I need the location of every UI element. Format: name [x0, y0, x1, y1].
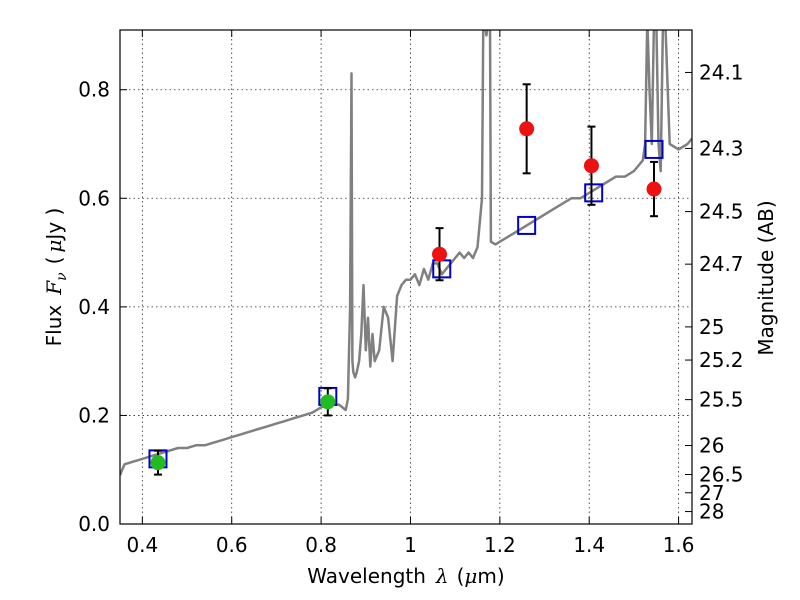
plot-area — [120, 30, 692, 476]
y2-tick-label: 25 — [699, 315, 724, 339]
y-tick-label: 0.0 — [78, 512, 110, 536]
x-tick-label: 0.6 — [216, 533, 248, 557]
y-tick-label: 0.8 — [78, 78, 110, 102]
x-tick-label: 0.4 — [126, 533, 158, 557]
y-axis-ticks: 0.0 0.2 0.4 0.6 0.8 — [78, 78, 127, 536]
model-point — [644, 139, 664, 159]
y2-tick-label: 24.7 — [699, 252, 744, 276]
y-tick-label: 0.2 — [78, 403, 110, 427]
y2-tick-label: 27 — [699, 481, 724, 505]
y-tick-label: 0.6 — [78, 186, 110, 210]
y2-tick-label: 26.5 — [699, 462, 744, 486]
x-tick-label: 1 — [404, 533, 417, 557]
y2-axis-label: Magnitude (AB) — [754, 200, 778, 355]
x-tick-label: 1.4 — [573, 533, 605, 557]
y-axis-label: FluxFν(μJy ) — [42, 208, 70, 347]
plot-frame — [119, 29, 693, 525]
x-tick-label: 1.2 — [484, 533, 516, 557]
observed-point — [583, 158, 599, 174]
observed-point — [519, 121, 535, 137]
y2-tick-label: 25.5 — [699, 388, 744, 412]
model-point — [517, 215, 537, 235]
x-tick-label: 1.6 — [663, 533, 695, 557]
x-axis-ticks: 0.4 0.6 0.8 1 1.2 1.4 1.6 — [126, 30, 695, 557]
model-point — [584, 183, 604, 203]
y2-tick-label: 24.3 — [699, 136, 744, 160]
y2-tick-label: 28 — [699, 500, 724, 524]
y-tick-label: 0.4 — [78, 295, 110, 319]
observed-point — [150, 455, 166, 471]
y2-tick-label: 24.5 — [699, 200, 744, 224]
y2-tick-label: 24.1 — [699, 60, 744, 84]
observed-point — [320, 394, 336, 410]
y2-tick-label: 26 — [699, 434, 724, 458]
x-axis-label: Wavelength λ (μm) — [307, 564, 504, 588]
observed-points — [150, 83, 662, 476]
spectrum-line — [120, 30, 692, 476]
y2-tick-label: 25.2 — [699, 348, 744, 372]
observed-point — [646, 181, 662, 197]
observed-point — [432, 246, 448, 262]
x-tick-label: 0.8 — [305, 533, 337, 557]
